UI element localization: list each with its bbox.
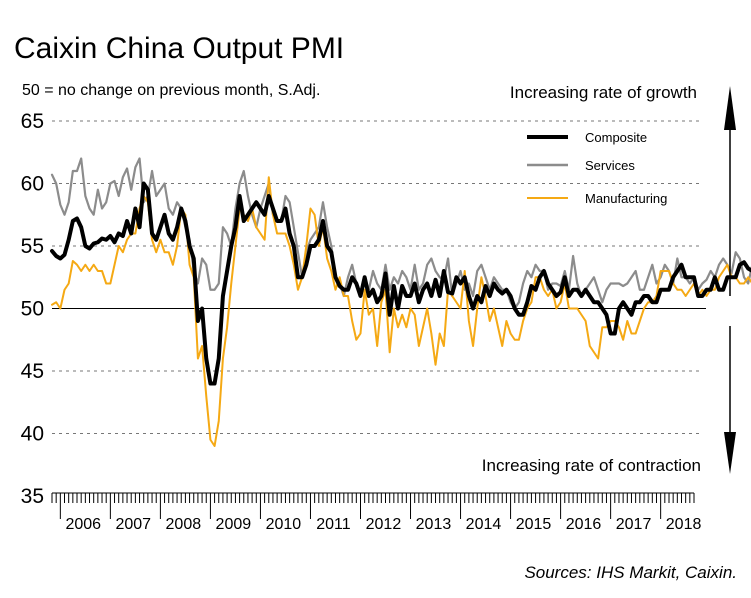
arrow-up-icon [724,86,736,296]
gridlines [52,120,706,434]
x-tick-label: 2010 [266,516,302,533]
source-note: Sources: IHS Markit, Caixin. [524,563,737,582]
x-tick-label: 2013 [416,516,452,533]
annotation-contraction: Increasing rate of contraction [482,456,701,475]
legend-label-manufacturing: Manufacturing [585,191,667,206]
y-tick-label: 65 [21,110,44,133]
chart-subtitle: 50 = no change on previous month, S.Adj. [22,82,320,99]
legend: Composite Services Manufacturing [527,130,667,206]
series-line-services [50,157,751,310]
x-tick-label: 2016 [566,516,602,533]
x-tick-label: 2018 [666,516,702,533]
x-tick-label: 2007 [115,516,151,533]
series-line-composite [50,181,751,386]
chart-title: Caixin China Output PMI [14,32,344,65]
x-tick-label: 2017 [616,516,652,533]
y-tick-label: 40 [21,423,44,446]
x-tick-label: 2011 [316,516,351,533]
y-tick-label: 50 [21,298,44,321]
x-tick-label: 2008 [166,516,202,533]
arrow-down-icon [724,326,736,474]
annotation-growth: Increasing rate of growth [510,83,697,102]
x-tick-label: 2012 [366,516,402,533]
x-tick-label: 2009 [216,516,252,533]
series-layer [50,157,751,447]
legend-label-composite: Composite [585,130,647,145]
x-tick-label: 2014 [466,516,502,533]
x-tick-label: 2015 [516,516,552,533]
x-axis: 2006 2007 2008 2009 2010 2011 2012 2013 2014 2015… [51,492,702,533]
x-tick-label: 2006 [65,516,101,533]
y-tick-label: 55 [21,235,44,258]
legend-label-services: Services [585,158,635,173]
series-line-manufacturing [51,176,751,447]
y-tick-label: 35 [21,485,44,508]
y-tick-label: 60 [21,173,44,196]
y-tick-label: 45 [21,360,44,383]
y-axis: 35 40 45 50 55 60 65 [21,110,44,508]
